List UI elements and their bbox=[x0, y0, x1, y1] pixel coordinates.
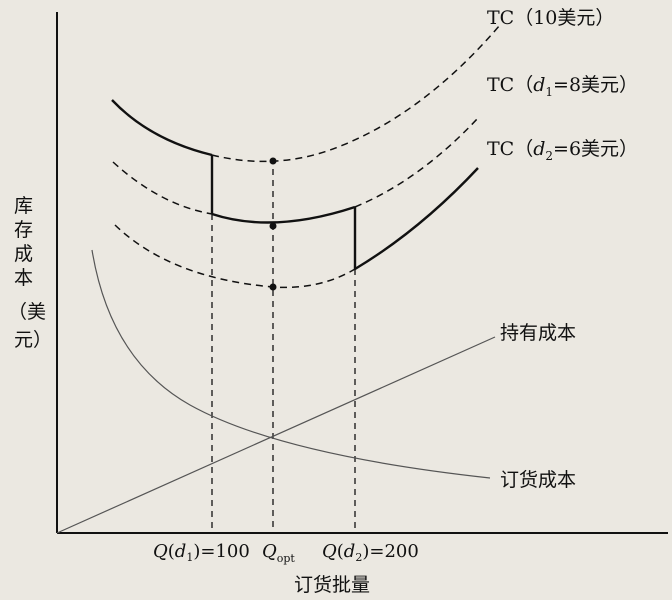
tc-10-curve-solid bbox=[111, 99, 213, 157]
tick-q1-close: ) bbox=[193, 541, 200, 562]
label-ordering-cost: 订货成本 bbox=[500, 469, 576, 491]
tick-label-q1: Q(d1)=100 bbox=[153, 541, 250, 564]
tick-q2-close: ) bbox=[362, 541, 369, 562]
label-holding-cost: 持有成本 bbox=[500, 322, 576, 344]
label-tc-8-sub: 1 bbox=[545, 85, 553, 99]
label-tc-8: TC（d1=8美元） bbox=[487, 74, 638, 99]
qopt-point-tc10 bbox=[269, 157, 277, 165]
tc-8-curve-left-dashed bbox=[112, 161, 213, 215]
tick-qopt-sub: opt bbox=[277, 552, 296, 565]
label-tc-8-prefix: TC（ bbox=[487, 74, 533, 96]
holding-cost-line bbox=[56, 336, 496, 534]
ordering-cost-curve bbox=[91, 249, 491, 479]
label-tc-6-var: d bbox=[533, 138, 545, 160]
tick-q1-value: =100 bbox=[200, 541, 249, 562]
qopt-point-tc6 bbox=[269, 283, 277, 291]
tc-8-curve-right-dashed bbox=[354, 117, 479, 208]
tick-q1-q: Q bbox=[153, 541, 168, 562]
qopt-point-tc8 bbox=[269, 222, 277, 230]
tick-qopt-q: Q bbox=[262, 541, 277, 562]
label-tc-6: TC（d2=6美元） bbox=[487, 138, 638, 163]
y-axis-title-line-4: 本 bbox=[14, 267, 33, 289]
tc-6-curve-dashed bbox=[114, 224, 356, 289]
label-tc-6-sub: 2 bbox=[545, 149, 553, 163]
y-axis-title: 库 存 成 本 （美 元） bbox=[8, 195, 52, 351]
label-tc-6-prefix: TC（ bbox=[487, 138, 533, 160]
tick-q2-open: ( bbox=[337, 541, 344, 562]
tick-q2-sub: 2 bbox=[355, 551, 362, 564]
y-axis-title-line-6: 元） bbox=[14, 329, 52, 351]
tc-10-curve-dashed bbox=[211, 24, 501, 163]
tick-q2-q: Q bbox=[322, 541, 337, 562]
y-axis-title-line-3: 成 bbox=[14, 243, 33, 265]
tick-q1-sub: 1 bbox=[186, 551, 193, 564]
label-tc-8-var: d bbox=[533, 74, 545, 96]
tick-q2-d: d bbox=[344, 541, 356, 562]
tick-q1-open: ( bbox=[168, 541, 175, 562]
tick-label-q2: Q(d2)=200 bbox=[322, 541, 419, 564]
x-axis-title: 订货批量 bbox=[294, 574, 370, 596]
tick-q1-d: d bbox=[175, 541, 187, 562]
tc-8-curve-solid bbox=[211, 205, 356, 224]
label-tc-8-suffix: =8美元） bbox=[553, 74, 638, 96]
y-axis-title-line-1: 库 bbox=[14, 195, 33, 217]
label-tc-10: TC（10美元） bbox=[487, 7, 614, 29]
y-axis-title-line-5: （美 bbox=[8, 301, 46, 323]
tick-q2-value: =200 bbox=[369, 541, 418, 562]
y-axis-title-line-2: 存 bbox=[14, 219, 33, 241]
label-tc-6-suffix: =6美元） bbox=[553, 138, 638, 160]
tick-label-qopt: Qopt bbox=[262, 541, 295, 565]
tc-6-curve-solid bbox=[354, 167, 479, 271]
